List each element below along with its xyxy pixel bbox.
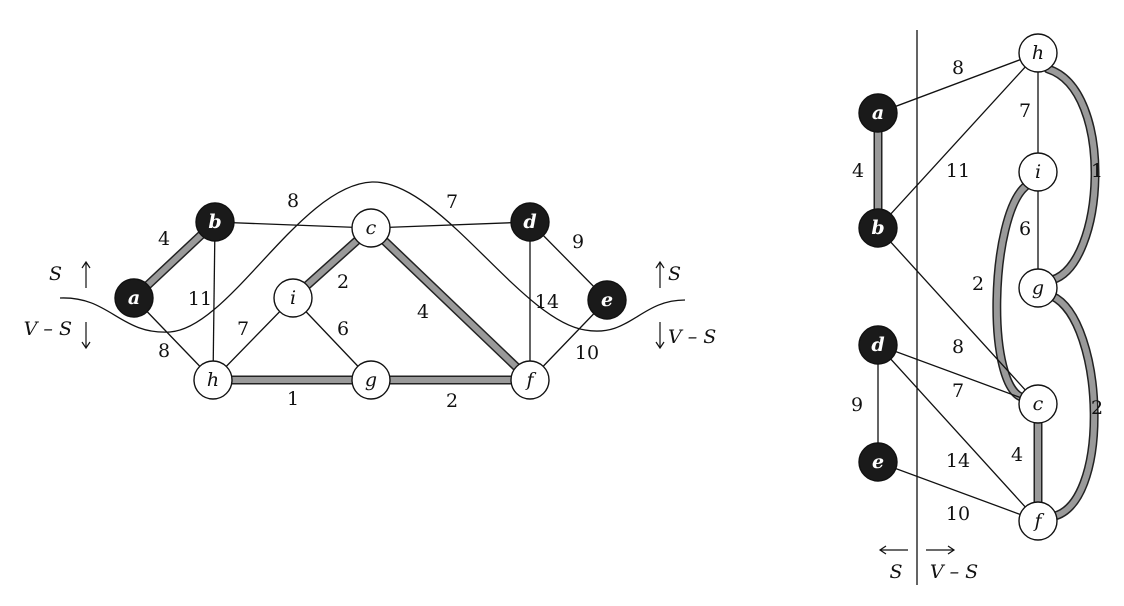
left-node-label-a: a (128, 287, 140, 309)
right-weight-h-g: 1 (1091, 160, 1103, 182)
left-node-label-f: f (524, 369, 536, 391)
right-node-label-g: g (1032, 277, 1044, 299)
left-weight-h-g: 1 (287, 388, 299, 410)
left-node-label-h: h (207, 369, 219, 391)
right-weight-i-c: 2 (972, 273, 984, 295)
left-node-d: d (510, 202, 550, 242)
right-weight-a-h: 8 (952, 57, 964, 79)
label-vs-right: V – S (668, 326, 716, 348)
right-node-d: d (858, 325, 898, 365)
right-weight-h-i: 7 (1019, 100, 1031, 122)
right-weight-a-b: 4 (852, 160, 864, 182)
right-weight-d-c: 7 (952, 380, 964, 402)
left-node-a: a (114, 278, 154, 318)
right-weight-b-h: 11 (946, 160, 970, 182)
right-edge-a-h (877, 52, 1039, 114)
right-node-f: f (1018, 501, 1058, 541)
cut-curve (59, 181, 686, 333)
right-weight-g-f: 2 (1091, 397, 1103, 419)
left-weight-b-c: 8 (287, 190, 299, 212)
left-edge-c-f (366, 223, 535, 385)
right-node-h: h (1018, 33, 1058, 73)
right-weight-i-g: 6 (1019, 218, 1031, 240)
left-node-label-g: g (365, 369, 377, 391)
right-edges (873, 52, 1100, 526)
left-weight-d-e: 9 (572, 231, 584, 253)
left-edge-b-c (214, 221, 372, 229)
label-s-right: S (668, 263, 681, 285)
right-edge-e-f (877, 461, 1039, 522)
right-node-b: b (858, 208, 898, 248)
left-node-b: b (195, 202, 235, 242)
left-weight-c-d: 7 (446, 191, 458, 213)
label-s-left: S (49, 263, 62, 285)
left-edge-b-h (212, 221, 216, 381)
right-weight-d-f: 14 (946, 450, 970, 472)
left-weight-a-b: 4 (158, 228, 170, 250)
arrow-vs-right (655, 322, 665, 350)
left-node-i: i (273, 278, 313, 318)
left-graph: a b c d e f g h i 4 8 7 9 8 11 7 2 6 4 14 10 1 2 S V – S S V – S (24, 181, 716, 412)
label-vs-left: V – S (24, 318, 72, 340)
left-weights: 4 8 7 9 8 11 7 2 6 4 14 10 1 2 (158, 190, 599, 412)
right-edge-b-h (877, 52, 1039, 229)
left-node-label-d: d (523, 211, 536, 233)
arrow-s-left (81, 260, 91, 288)
right-node-label-c: c (1033, 393, 1044, 415)
right-edge-b-c (877, 227, 1039, 405)
left-weight-g-f: 2 (446, 390, 458, 412)
left-weight-i-g: 6 (337, 318, 349, 340)
left-node-label-i: i (290, 287, 296, 309)
left-node-g: g (351, 360, 391, 400)
right-edge-h-g (1043, 64, 1100, 285)
right-node-label-i: i (1035, 161, 1041, 183)
left-weight-b-h: 11 (188, 288, 212, 310)
left-weight-e-f: 10 (575, 342, 599, 364)
left-node-label-b: b (208, 211, 221, 233)
arrow-vs-left (81, 322, 91, 350)
right-node-label-f: f (1032, 510, 1044, 532)
left-nodes: a b c d e f g h i (114, 202, 627, 400)
right-node-g: g (1018, 268, 1058, 308)
left-weight-c-f: 4 (417, 301, 429, 323)
right-node-label-b: b (871, 217, 884, 239)
left-node-label-c: c (366, 217, 377, 239)
left-node-e: e (587, 280, 627, 320)
left-weight-a-h: 8 (158, 340, 170, 362)
right-node-label-h: h (1032, 42, 1044, 64)
label-s-bottom: S (889, 561, 902, 583)
right-graph: a b d e h i g c f 8 4 11 7 1 6 2 2 8 7 9 14 4 10 S V – S (851, 30, 1103, 585)
right-weight-c-f: 4 (1011, 444, 1023, 466)
right-nodes: a b d e h i g c f (858, 33, 1058, 541)
right-weights: 8 4 11 7 1 6 2 2 8 7 9 14 4 10 (851, 57, 1103, 525)
right-weight-e-f: 10 (946, 503, 970, 525)
right-node-a: a (858, 93, 898, 133)
right-node-label-e: e (872, 451, 884, 473)
right-node-i: i (1018, 152, 1058, 192)
left-node-f: f (510, 360, 550, 400)
left-weight-d-f: 14 (535, 291, 559, 313)
right-node-e: e (858, 442, 898, 482)
left-node-h: h (193, 360, 233, 400)
right-edge-d-c (877, 344, 1039, 405)
label-vs-bottom: V – S (930, 561, 978, 583)
left-weight-h-i: 7 (237, 318, 249, 340)
right-node-c: c (1018, 384, 1058, 424)
arrow-vs-bottom (926, 545, 956, 555)
left-node-label-e: e (601, 289, 613, 311)
arrow-s-right (655, 260, 665, 288)
right-weight-d-e: 9 (851, 394, 863, 416)
right-node-label-a: a (872, 102, 884, 124)
right-node-label-d: d (871, 334, 884, 356)
arrow-s-bottom (878, 545, 908, 555)
left-edge-c-d (370, 221, 531, 229)
right-edge-g-f (1045, 291, 1099, 522)
right-weight-b-c: 8 (952, 336, 964, 358)
left-weight-i-c: 2 (337, 271, 349, 293)
left-node-c: c (351, 208, 391, 248)
right-edge-d-f (877, 344, 1039, 522)
right-edge-i-c (992, 181, 1031, 403)
